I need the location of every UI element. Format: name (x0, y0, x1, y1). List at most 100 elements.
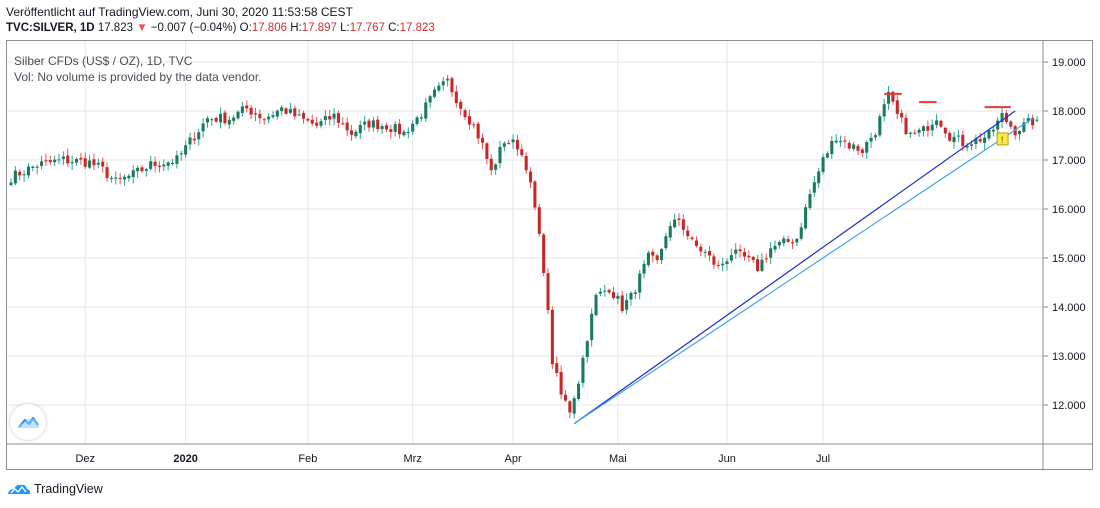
y-tick-label: 18.000 (1052, 106, 1086, 118)
footer-brand: TradingView (34, 482, 103, 496)
candle-body (153, 161, 157, 166)
candle-body (847, 142, 851, 149)
candle-body (568, 401, 572, 413)
candle-body (227, 119, 231, 125)
candle-body (171, 163, 175, 165)
y-tick-label: 16.000 (1052, 204, 1086, 216)
candle-body (655, 255, 659, 261)
x-tick-label: Jun (718, 453, 736, 465)
candle-body (804, 207, 808, 229)
candle-body (764, 258, 768, 260)
candle-body (363, 121, 367, 125)
candle-body (1018, 131, 1022, 135)
candle-body (633, 292, 637, 294)
footer[interactable]: TradingView (6, 481, 103, 499)
candle-body (188, 137, 192, 145)
candle-body (904, 117, 908, 135)
candle-body (515, 139, 519, 150)
candle-body (35, 166, 39, 168)
candle-body (808, 194, 812, 208)
candle-body (74, 158, 79, 163)
candle-body (956, 135, 960, 137)
candle-body (9, 182, 13, 185)
candle-body (1009, 121, 1013, 127)
candle-body (520, 149, 524, 156)
candle-body (694, 240, 698, 246)
open-value: 17.806 (251, 22, 287, 34)
candle-body (939, 120, 943, 127)
candle-body (109, 177, 113, 179)
candle-body (921, 126, 926, 131)
candle-body (983, 137, 987, 143)
candle-body (358, 124, 362, 134)
candle-body (873, 135, 877, 138)
candle-body (690, 237, 694, 240)
candle-body (315, 122, 319, 126)
candle-body (529, 171, 533, 183)
candle-body (760, 259, 764, 271)
x-tick-label: Dez (75, 453, 95, 465)
candle-body (917, 129, 921, 133)
candle-body (280, 107, 284, 112)
candle-body (1026, 118, 1030, 122)
chart-frame[interactable] (6, 40, 1093, 470)
candle-body (952, 136, 956, 143)
candle-body (79, 157, 83, 160)
candle-body (297, 114, 301, 116)
candle-body (673, 219, 677, 228)
candle-body (738, 249, 742, 252)
price-change: −0.007 (−0.04%) (150, 22, 237, 34)
x-tick-label: Apr (505, 453, 522, 465)
candle-body (659, 249, 664, 261)
candle-body (122, 176, 127, 180)
candle-body (446, 78, 450, 81)
candle-body (751, 256, 755, 261)
candle-body (157, 165, 161, 168)
candle-body (419, 117, 423, 119)
candle-body (140, 167, 144, 172)
symbol-line: TVC:SILVER, 1D 17.823 ▼ −0.007 (−0.04%) … (6, 21, 435, 36)
candle-body (734, 249, 738, 254)
candle-body (301, 112, 306, 119)
x-tick-label: Mai (609, 453, 627, 465)
candle-body (415, 117, 419, 125)
tradingview-cloud-icon (18, 416, 40, 428)
candle-body (219, 113, 223, 123)
candle-body (376, 119, 380, 130)
candle-body (642, 263, 646, 274)
candle-body (729, 255, 733, 261)
candle-body (13, 170, 17, 184)
candle-body (454, 91, 458, 104)
y-tick-label: 15.000 (1052, 253, 1086, 265)
candle-body (472, 124, 476, 126)
candle-body (777, 242, 781, 246)
candle-body (790, 242, 795, 244)
candle-body (681, 219, 685, 230)
high-value: 17.897 (301, 22, 337, 34)
candle-body (459, 101, 463, 109)
y-tick-label: 14.000 (1052, 302, 1086, 314)
candle-body (70, 162, 74, 164)
candle-body (708, 251, 712, 256)
candle-body (441, 81, 445, 86)
close-label: C: (388, 22, 400, 34)
candle-body (267, 116, 271, 120)
open-label: O: (239, 22, 252, 34)
candle-body (699, 246, 703, 252)
candle-body (869, 137, 873, 142)
candle-body (61, 156, 65, 159)
candle-body (900, 112, 904, 118)
candle-body (996, 120, 1000, 130)
tradingview-badge[interactable] (10, 404, 46, 440)
high-label: H: (290, 22, 302, 34)
candle-body (852, 144, 856, 149)
candle-body (817, 171, 821, 184)
y-tick-label: 12.000 (1052, 400, 1086, 412)
candle-body (559, 372, 563, 395)
candle-body (328, 116, 332, 120)
candle-body (598, 291, 602, 294)
candle-body (288, 109, 292, 113)
candle-body (489, 158, 493, 171)
candle-body (616, 295, 620, 299)
